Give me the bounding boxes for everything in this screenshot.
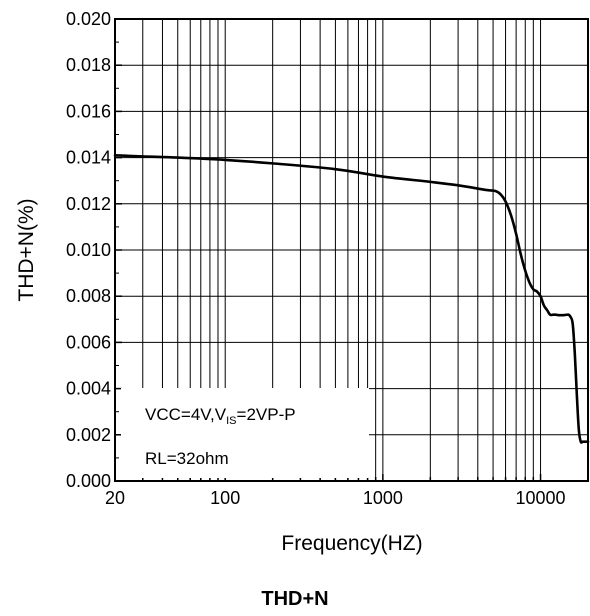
- annotation-line-2: RL=32ohm: [145, 449, 229, 468]
- x-tick-label: 1000: [363, 488, 403, 508]
- x-axis-title: Frequency(HZ): [281, 532, 422, 555]
- y-tick-label: 0.008: [66, 286, 111, 306]
- y-tick-label: 0.000: [66, 471, 111, 491]
- y-tick-label: 0.014: [66, 148, 111, 168]
- x-tick-label: 10000: [516, 488, 566, 508]
- y-tick-label: 0.016: [66, 101, 111, 121]
- annotation-line-1: VCC=4V,VIS=2VP-P: [145, 405, 296, 427]
- x-tick-label: 100: [210, 488, 240, 508]
- y-tick-label: 0.002: [66, 425, 111, 445]
- y-tick-labels: 0.000 0.002 0.004 0.006 0.008 0.010 0.012 0.014…: [66, 9, 111, 491]
- y-tick-label: 0.012: [66, 194, 111, 214]
- x-tick-labels: 20 100 1000 10000: [105, 488, 566, 508]
- y-tick-label: 0.010: [66, 240, 111, 260]
- series-line: [113, 153, 590, 444]
- y-tick-label: 0.004: [66, 379, 111, 399]
- y-tick-label: 0.020: [66, 9, 111, 29]
- y-tick-label: 0.006: [66, 332, 111, 352]
- x-tick-label: 20: [105, 488, 125, 508]
- y-tick-label: 0.018: [66, 55, 111, 75]
- y-axis-title: THD+N(%): [15, 198, 38, 301]
- chart-caption: THD+N: [261, 588, 329, 610]
- annotation-box-background: [121, 388, 369, 478]
